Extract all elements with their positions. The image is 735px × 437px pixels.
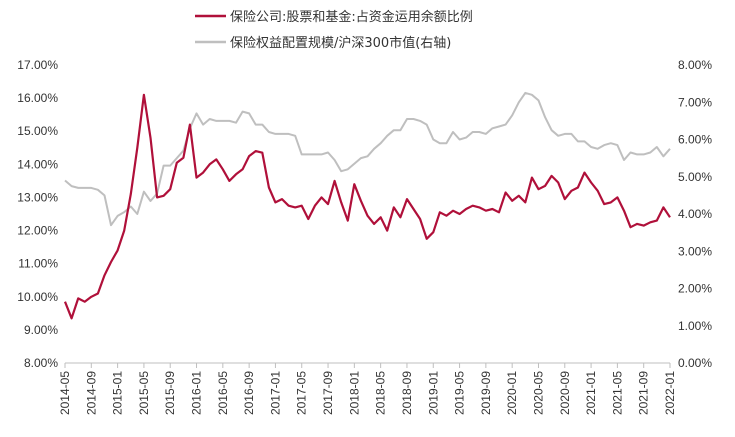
y-right-tick-label: 4.00%: [678, 207, 712, 221]
x-tick-label: 2015-09: [163, 371, 177, 415]
y-right-tick-label: 8.00%: [678, 58, 712, 72]
x-tick-label: 2021-01: [584, 371, 598, 415]
x-tick-label: 2018-01: [347, 371, 361, 415]
y-right-tick-label: 2.00%: [678, 282, 712, 296]
x-tick-label: 2019-09: [479, 371, 493, 415]
x-tick-label: 2020-01: [505, 371, 519, 415]
x-tick-label: 2018-09: [400, 371, 414, 415]
y-right-tick-label: 7.00%: [678, 95, 712, 109]
x-tick-label: 2020-05: [531, 371, 545, 415]
x-axis-ticks: 2014-05 2014-09 2015-01 2015-05 2015-09 2016-…: [58, 363, 677, 415]
y-left-tick-label: 10.00%: [17, 290, 58, 304]
x-tick-label: 2015-05: [137, 371, 151, 415]
x-tick-label: 2015-01: [111, 371, 125, 415]
y-right-tick-label: 6.00%: [678, 133, 712, 147]
x-tick-label: 2018-05: [374, 371, 388, 415]
y-left-tick-label: 13.00%: [17, 190, 58, 204]
y-left-tick-label: 17.00%: [17, 58, 58, 72]
y-left-tick-label: 15.00%: [17, 124, 58, 138]
x-tick-label: 2016-09: [242, 371, 256, 415]
y-left-tick-label: 14.00%: [17, 157, 58, 171]
y-axis-right: 0.00% 1.00% 2.00% 3.00% 4.00% 5.00% 6.00% 7.00%…: [678, 58, 712, 370]
series-equity-scale-line: [64, 91, 671, 227]
x-tick-label: 2017-09: [321, 371, 335, 415]
y-left-tick-label: 16.00%: [17, 91, 58, 105]
x-tick-label: 2017-01: [268, 371, 282, 415]
x-tick-label: 2017-05: [295, 371, 309, 415]
legend-label-stock-fund-ratio: 保险公司:股票和基金:占资金运用余额比例: [230, 9, 473, 25]
x-tick-label: 2016-01: [190, 371, 204, 415]
x-tick-label: 2019-05: [453, 371, 467, 415]
x-tick-label: 2016-05: [216, 371, 230, 415]
x-tick-label: 2014-09: [84, 371, 98, 415]
x-tick-label: 2021-09: [637, 371, 651, 415]
legend: 保险公司:股票和基金:占资金运用余额比例 保险权益配置规模/沪深300市值(右轴…: [195, 9, 473, 51]
y-left-tick-label: 11.00%: [18, 257, 58, 271]
legend-label-equity-scale: 保险权益配置规模/沪深300市值(右轴): [230, 35, 451, 51]
y-left-tick-label: 8.00%: [24, 356, 58, 370]
y-axis-left: 8.00% 9.00% 10.00% 11.00% 12.00% 13.00% 14.00%…: [17, 58, 58, 370]
y-right-tick-label: 3.00%: [678, 244, 712, 258]
y-right-tick-label: 0.00%: [678, 356, 712, 370]
y-left-tick-label: 12.00%: [17, 224, 58, 238]
y-right-tick-label: 5.00%: [678, 170, 712, 184]
series-stock-fund-ratio-line: [63, 93, 671, 320]
y-left-tick-label: 9.00%: [24, 323, 58, 337]
x-tick-label: 2020-09: [558, 371, 572, 415]
x-tick-label: 2022-01: [663, 371, 677, 415]
y-right-tick-label: 1.00%: [678, 319, 712, 333]
x-tick-label: 2021-05: [610, 371, 624, 415]
x-tick-label: 2019-01: [426, 371, 440, 415]
x-tick-label: 2014-05: [58, 371, 72, 415]
